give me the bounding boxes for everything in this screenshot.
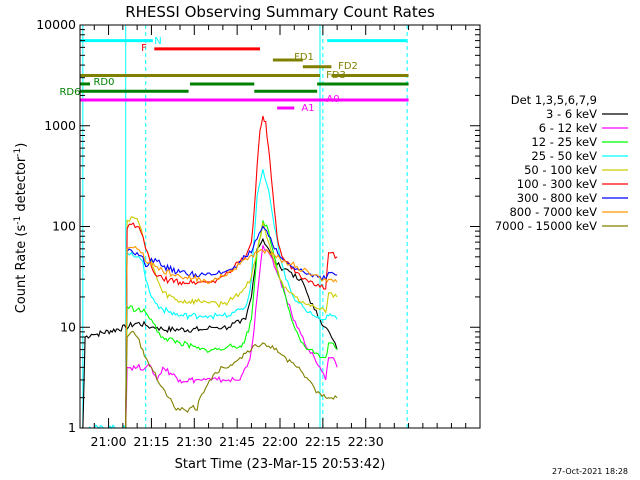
- x-tick-label-4: 22:00: [262, 434, 298, 449]
- y-tick-label-4: 10000: [36, 17, 76, 32]
- legend-label-4: 50 - 100 keV: [524, 163, 597, 177]
- axes: 1 10 100 1000 10000 21:00 21:15 21:30 21:45 22:00…: [36, 17, 481, 449]
- series-line-7: [125, 245, 338, 429]
- legend-label-8: 7000 - 15000 keV: [495, 219, 597, 233]
- y-tick-label-1: 10: [60, 319, 76, 334]
- series-line-6: [125, 225, 338, 429]
- legend-label-3: 25 - 50 keV: [531, 149, 597, 163]
- y-tick-label-3: 1000: [44, 118, 76, 133]
- legend-label-1: 6 - 12 keV: [539, 121, 597, 135]
- footer-date: 27-Oct-2021 18:28: [552, 467, 628, 476]
- legend-label-7: 800 - 7000 keV: [509, 205, 597, 219]
- series-line-4: [125, 216, 338, 429]
- legend-label-6: 300 - 800 keV: [517, 191, 597, 205]
- legend-label-0: 3 - 6 keV: [546, 107, 597, 121]
- y-axis-label-sup1: -1: [13, 216, 23, 225]
- y-axis-label-end: ): [14, 143, 29, 148]
- y-axis-label-main: Count Rate (s: [14, 225, 29, 314]
- flag-label-7: A0: [326, 94, 339, 105]
- series-line-0: [82, 237, 338, 429]
- y-tick-label-0: 1: [68, 420, 76, 435]
- legend-label-2: 12 - 25 keV: [531, 135, 597, 149]
- x-tick-label-6: 22:30: [348, 434, 384, 449]
- series-line-1: [125, 245, 338, 429]
- y-axis-label-sup2: -1: [13, 148, 23, 157]
- flag-label-0: N: [154, 36, 161, 47]
- chart-title: RHESSI Observing Summary Count Rates: [125, 3, 435, 21]
- legend-title: Det 1,3,5,6,7,9: [511, 93, 597, 107]
- flag-label-6: RD6: [59, 87, 80, 98]
- x-tick-label-1: 21:15: [133, 434, 169, 449]
- plot-area: [82, 25, 408, 430]
- x-axis-label: Start Time (23-Mar-15 20:53:42): [175, 457, 386, 472]
- y-tick-label-2: 100: [52, 219, 76, 234]
- flag-label-5: RD0: [93, 77, 114, 88]
- x-tick-label-0: 21:00: [91, 434, 127, 449]
- y-axis-label-mid: detector: [14, 156, 29, 216]
- flag-label-8: A1: [301, 103, 314, 114]
- x-tick-label-2: 21:30: [176, 434, 212, 449]
- x-tick-label-3: 21:45: [219, 434, 255, 449]
- series-line-2: [125, 220, 338, 429]
- x-tick-label-5: 22:15: [305, 434, 341, 449]
- y-axis-label: Count Rate (s-1 detector-1): [13, 143, 29, 314]
- flag-label-2: FD1: [294, 52, 314, 63]
- legend-label-5: 100 - 300 keV: [517, 177, 597, 191]
- flag-label-4: FD3: [326, 70, 346, 81]
- flag-label-3: FD2: [338, 61, 358, 72]
- series-line-8: [125, 330, 338, 429]
- flag-label-1: F: [141, 43, 147, 54]
- series-line-3: [82, 169, 338, 430]
